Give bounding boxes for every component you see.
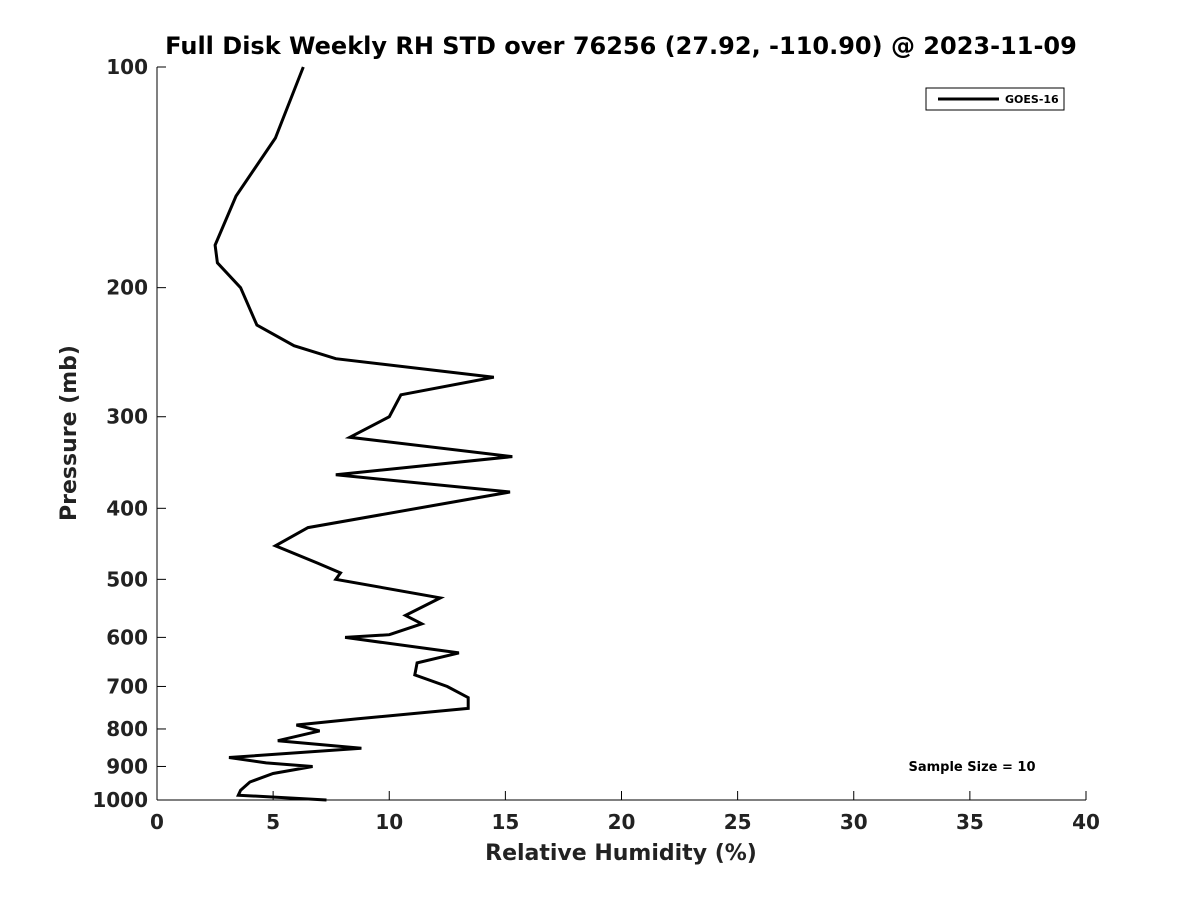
x-tick-label: 30 — [840, 810, 868, 834]
plot-area: 0 5 10 15 20 25 30 35 40 100 200 300 400 500 600 700 80… — [92, 55, 1100, 834]
chart-title: Full Disk Weekly RH STD over 76256 (27.9… — [165, 32, 1077, 60]
series-line-goes16 — [213, 66, 513, 802]
legend: GOES-16 — [925, 87, 1065, 111]
x-tick-label: 15 — [491, 810, 519, 834]
x-tick-label: 25 — [724, 810, 752, 834]
y-tick-label: 900 — [106, 754, 148, 778]
series-layer — [213, 66, 513, 802]
y-tick-label: 200 — [106, 276, 148, 300]
legend-label-goes16: GOES-16 — [1005, 93, 1059, 106]
y-tick-label: 400 — [106, 496, 148, 520]
y-tick-label: 100 — [106, 55, 148, 79]
x-axis-label: Relative Humidity (%) — [485, 841, 757, 866]
x-tick-label: 40 — [1072, 810, 1100, 834]
y-axis-label: Pressure (mb) — [57, 345, 82, 521]
y-tick-label: 600 — [106, 625, 148, 649]
y-tick-label: 1000 — [92, 788, 148, 812]
x-tick-label: 5 — [266, 810, 280, 834]
x-tick-label: 20 — [608, 810, 636, 834]
x-tick-label: 10 — [375, 810, 403, 834]
sample-size-annotation: Sample Size = 10 — [908, 760, 1035, 775]
y-tick-label: 700 — [106, 674, 148, 698]
x-tick-label: 0 — [150, 810, 164, 834]
y-ticks: 100 200 300 400 500 600 700 800 900 1000 — [92, 55, 166, 812]
y-tick-label: 800 — [106, 717, 148, 741]
x-ticks: 0 5 10 15 20 25 30 35 40 — [150, 791, 1100, 834]
y-tick-label: 300 — [106, 405, 148, 429]
y-tick-label: 500 — [106, 567, 148, 591]
x-tick-label: 35 — [956, 810, 984, 834]
